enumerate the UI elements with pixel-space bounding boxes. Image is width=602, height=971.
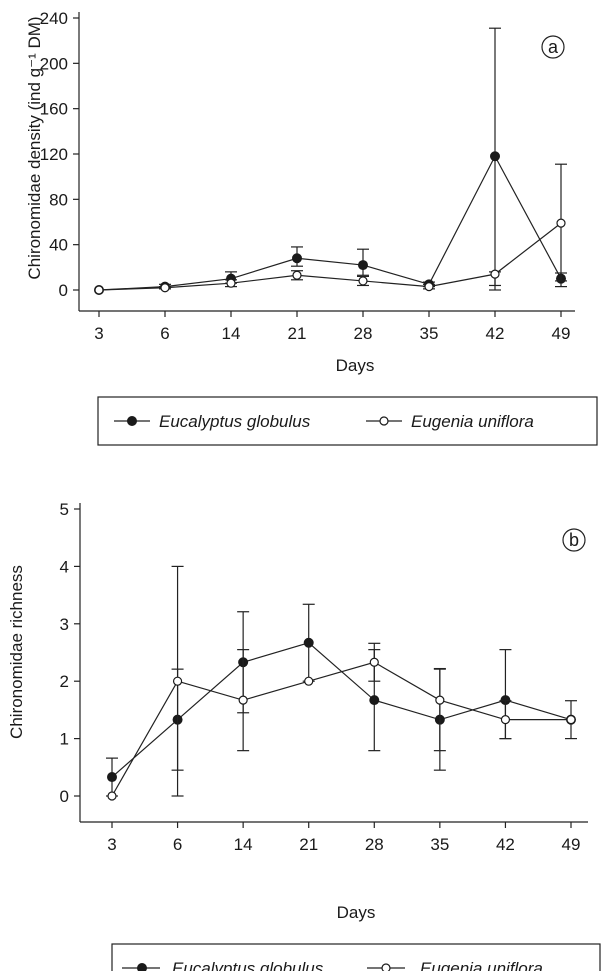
data-point-eugenia xyxy=(304,676,314,686)
panel-a-y-tick-label: 200 xyxy=(40,54,68,73)
series-line-eucalyptus xyxy=(98,154,562,291)
error-bar-eugenia xyxy=(171,565,184,771)
legend-b-eucalyptus-label: Eucalyptus globulus xyxy=(172,959,324,971)
panel-b-legend: Eucalyptus globulus Eugenia uniflora xyxy=(111,943,601,971)
legend-a-eugenia-marker-icon xyxy=(379,416,389,426)
data-point-eugenia xyxy=(435,695,445,705)
panel-a-legend-box xyxy=(97,396,598,446)
data-point-eugenia xyxy=(358,276,368,286)
panel-b-y-tick-label: 5 xyxy=(60,500,69,519)
data-point-eugenia xyxy=(107,791,117,801)
panel-a-density-chart: 0 40 80 120 160 200 240 3 6 14 21 28 35 42 49 Chironom… xyxy=(25,9,598,446)
series-line-eucalyptus xyxy=(111,642,572,778)
legend-a-eugenia-label: Eugenia uniflora xyxy=(411,412,534,431)
panel-a-y-tick-label: 80 xyxy=(49,190,68,209)
data-point-eucalyptus xyxy=(369,695,380,706)
data-point-eugenia xyxy=(566,715,576,725)
panel-a-y-axis-title: Chironomidae density (ind g⁻¹ DM) xyxy=(25,16,44,279)
data-point-eucalyptus xyxy=(292,253,302,264)
panel-a-y-tick-label: 0 xyxy=(59,281,68,300)
panel-b-series-eugenia xyxy=(107,565,576,801)
panel-b-letter: b xyxy=(569,530,579,550)
panel-a-y-tick-label: 160 xyxy=(40,100,68,119)
data-point-eugenia xyxy=(292,270,302,280)
panel-b-y-tick-label: 0 xyxy=(60,787,69,806)
panel-a-y-tick-label: 40 xyxy=(49,236,68,255)
data-point-eucalyptus xyxy=(490,151,500,162)
panel-b-x-tick-label: 21 xyxy=(299,835,318,854)
panel-a-x-tick-label: 28 xyxy=(354,324,373,343)
panel-a-x-axis-title: Days xyxy=(336,356,375,375)
panel-a-series-eugenia xyxy=(94,163,567,295)
data-point-eugenia xyxy=(369,657,379,667)
panel-b-x-tick-label: 14 xyxy=(234,835,253,854)
panel-b-y-tick-label: 3 xyxy=(60,615,69,634)
panel-b-letter-badge: b xyxy=(562,528,586,552)
panel-a-x-tick-label: 35 xyxy=(420,324,439,343)
panel-b-x-tick-label: 42 xyxy=(496,835,515,854)
legend-b-eucalyptus-marker-icon xyxy=(137,963,147,971)
panel-b-x-tick-label: 3 xyxy=(107,835,116,854)
data-point-eugenia xyxy=(172,676,183,686)
data-point-eugenia xyxy=(500,715,511,725)
data-point-eugenia xyxy=(238,695,248,705)
data-point-eugenia xyxy=(556,218,566,228)
panel-b-x-tick-label: 6 xyxy=(173,835,182,854)
panel-b-x-tick-label: 49 xyxy=(562,835,581,854)
panel-a-x-tick-label: 49 xyxy=(552,324,571,343)
series-line-eugenia xyxy=(98,222,562,291)
panel-a-series-layer xyxy=(94,27,567,295)
data-point-eugenia xyxy=(424,282,434,292)
panel-b-y-tick-label: 1 xyxy=(60,730,69,749)
panel-b-richness-chart: 0 1 2 3 4 5 3 6 14 21 28 35 42 49 Chironomidae richne… xyxy=(7,500,601,971)
legend-a-eucalyptus-marker-icon xyxy=(127,416,137,426)
panel-b-y-axis-title: Chironomidae richness xyxy=(7,565,26,739)
panel-b-x-axis-title: Days xyxy=(337,903,376,922)
data-point-eucalyptus xyxy=(107,772,117,783)
panel-a-legend: Eucalyptus globulus Eugenia uniflora xyxy=(97,396,598,446)
panel-a-letter-badge: a xyxy=(541,35,565,59)
panel-a-x-tick-label: 14 xyxy=(222,324,241,343)
data-point-eugenia xyxy=(94,285,104,295)
panel-b-legend-box xyxy=(111,943,601,971)
panel-b-x-tick-label: 35 xyxy=(430,835,449,854)
panel-a-x-tick-label: 42 xyxy=(486,324,505,343)
data-point-eugenia xyxy=(160,283,170,293)
panel-b-y-tick-label: 4 xyxy=(60,557,69,576)
panel-a-x-tick-label: 3 xyxy=(94,324,103,343)
legend-a-eucalyptus-label: Eucalyptus globulus xyxy=(159,412,311,431)
panel-a-x-tick-label: 21 xyxy=(288,324,307,343)
panel-a-y-tick-label: 120 xyxy=(40,145,68,164)
panel-b-series-layer xyxy=(106,565,577,801)
panel-b-axes: 0 1 2 3 4 5 3 6 14 21 28 35 42 49 xyxy=(60,500,588,854)
panel-a-x-tick-label: 6 xyxy=(160,324,169,343)
data-point-eucalyptus xyxy=(303,637,314,648)
legend-b-eugenia-label: Eugenia uniflora xyxy=(420,959,543,971)
legend-b-eugenia-marker-icon xyxy=(381,963,391,971)
panel-a-y-tick-label: 240 xyxy=(40,9,68,28)
data-point-eugenia xyxy=(490,269,500,279)
data-point-eucalyptus xyxy=(358,260,368,271)
error-bar-eugenia xyxy=(433,667,446,752)
series-line-eugenia xyxy=(111,661,571,797)
panel-a-series-eucalyptus xyxy=(94,27,567,295)
panel-a-axes: 0 40 80 120 160 200 240 3 6 14 21 28 35 42 49 xyxy=(40,9,575,343)
data-point-eugenia xyxy=(226,278,236,288)
panel-b-x-tick-label: 28 xyxy=(365,835,384,854)
panel-b-y-tick-label: 2 xyxy=(60,672,69,691)
panel-a-letter: a xyxy=(548,37,559,57)
